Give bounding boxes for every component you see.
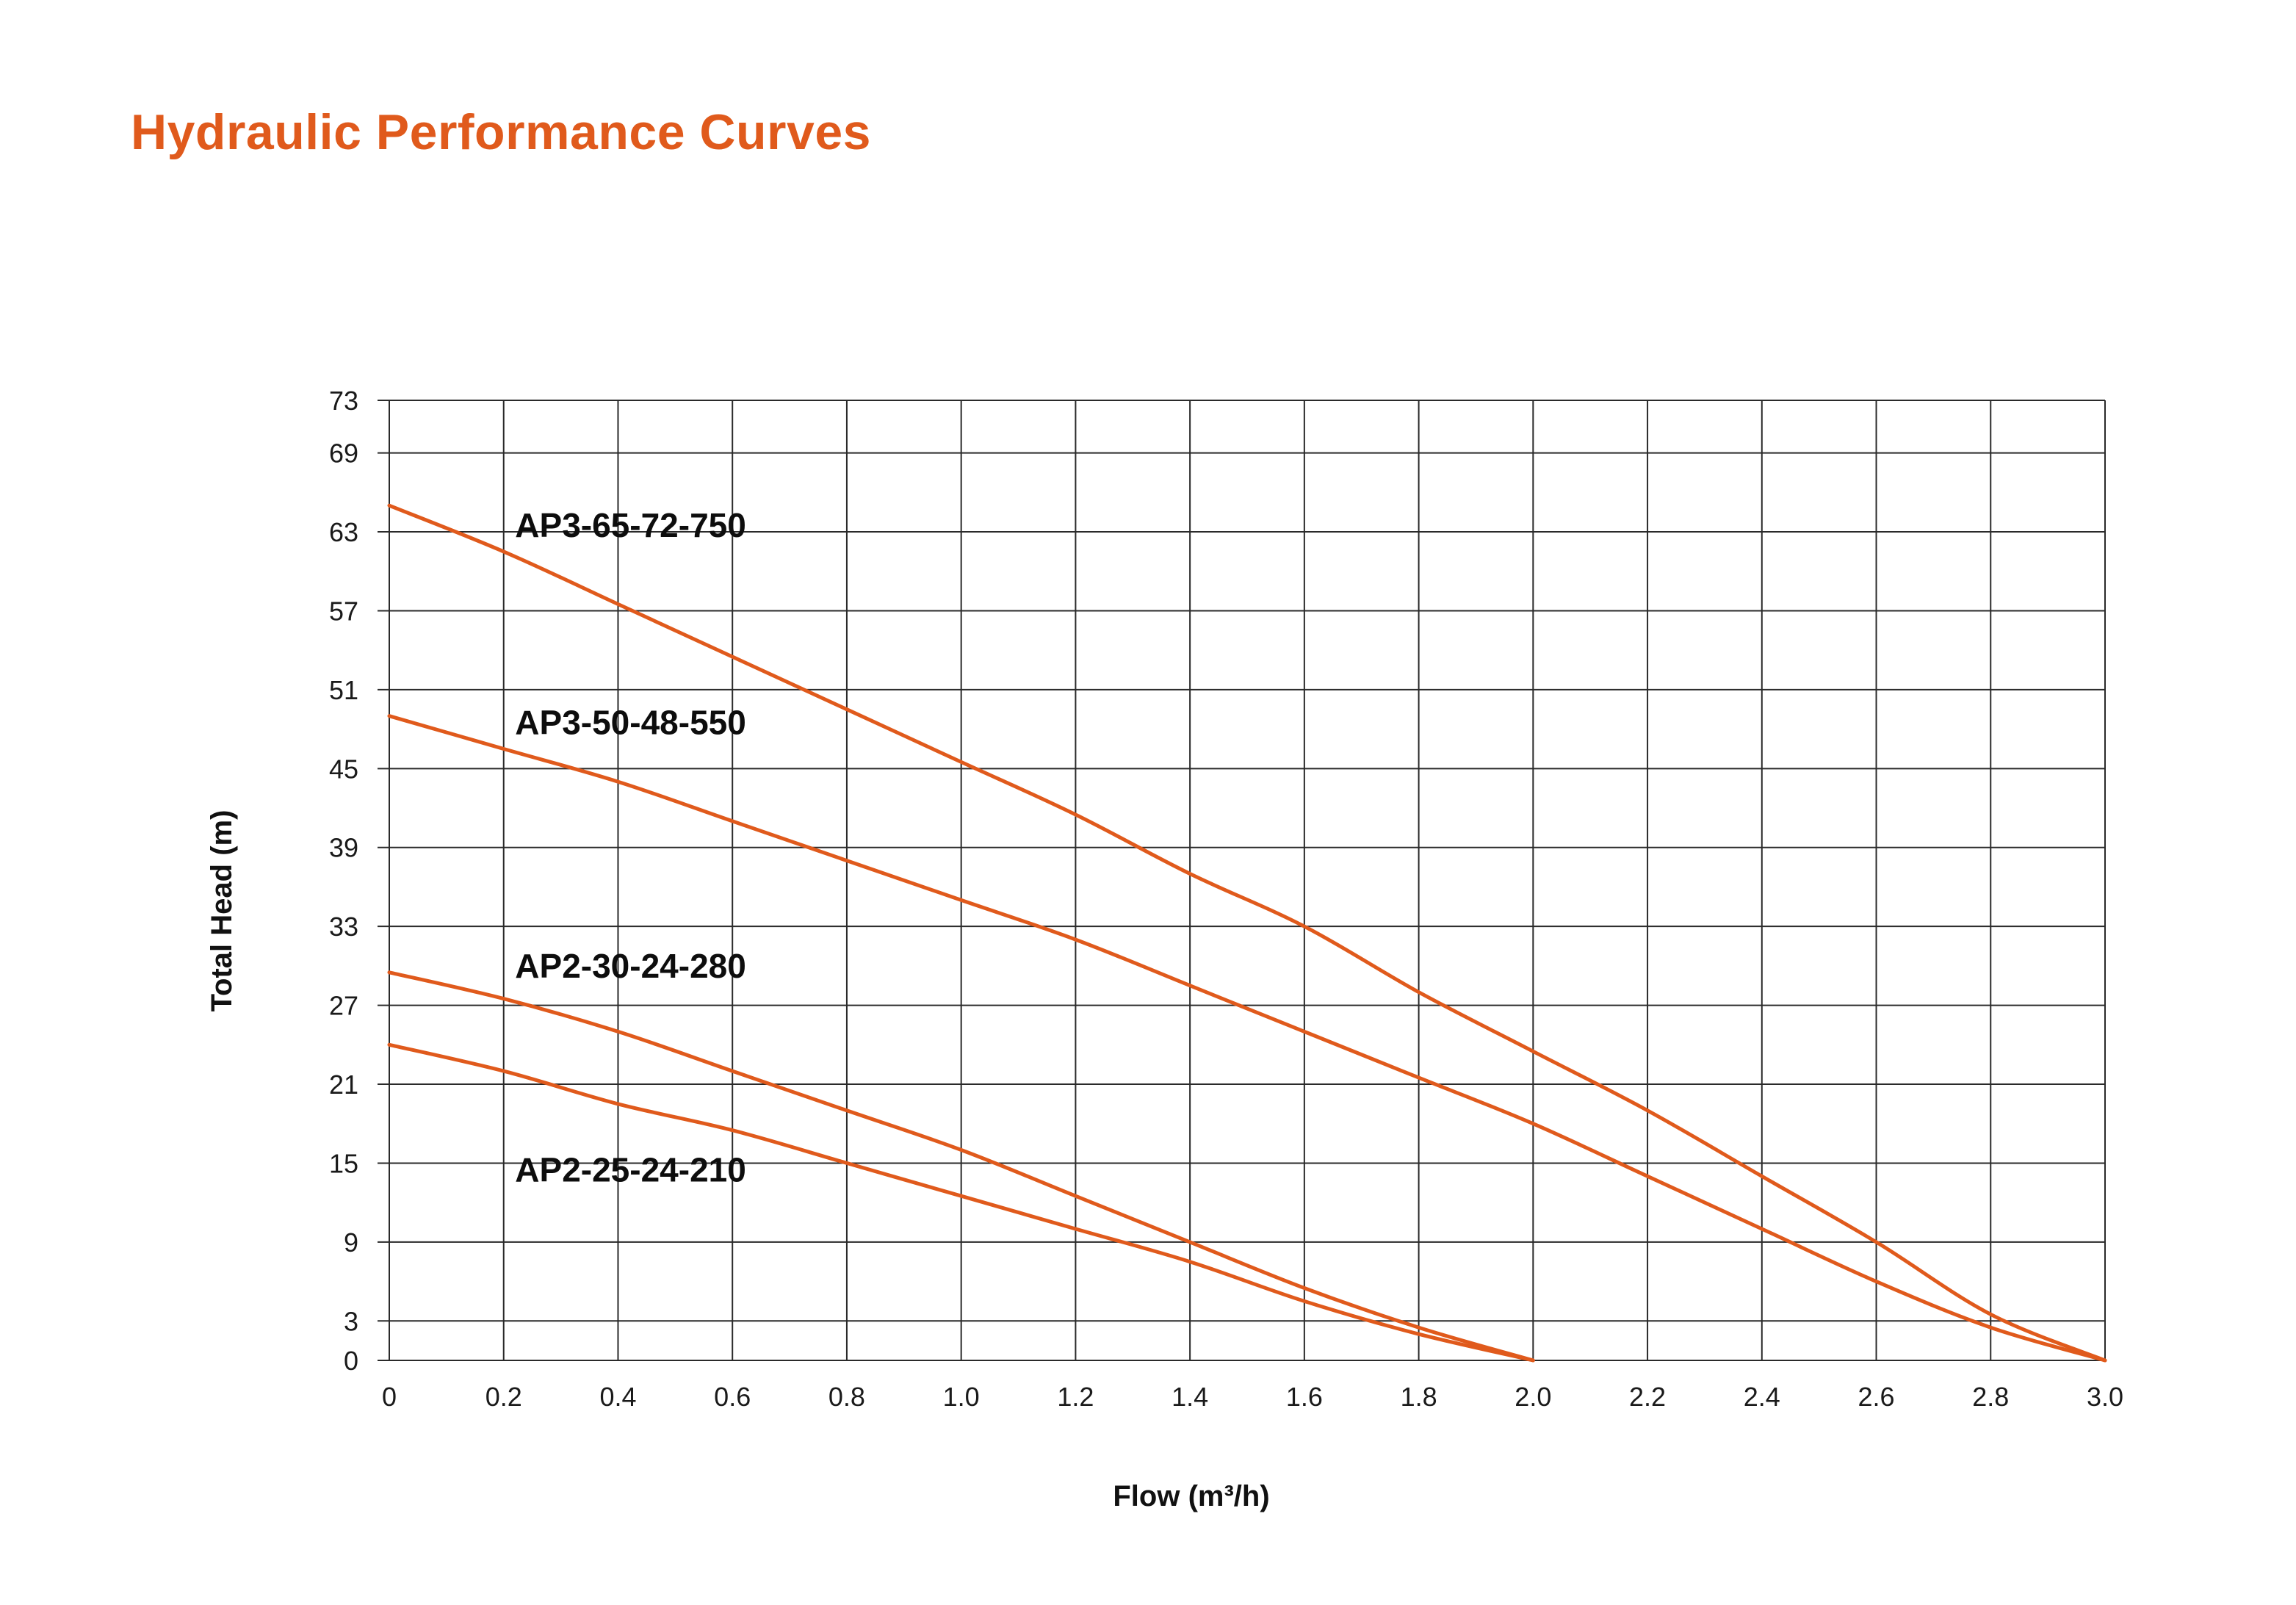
x-tick-label: 1.6	[1286, 1382, 1323, 1412]
y-tick-label: 27	[329, 991, 358, 1021]
grid	[378, 400, 2106, 1361]
curve-label-ap3-65-72-750: AP3-65-72-750	[515, 506, 746, 544]
curve-labels: AP3-65-72-750 AP3-50-48-550 AP2-30-24-280 A…	[515, 506, 746, 1189]
y-tick-label: 3	[344, 1306, 358, 1336]
y-tick-label: 63	[329, 517, 358, 547]
y-tick-label: 39	[329, 833, 358, 863]
x-tick-label: 2.0	[1515, 1382, 1551, 1412]
x-tick-label: 3.0	[2087, 1382, 2123, 1412]
curve-label-ap2-30-24-280: AP2-30-24-280	[515, 947, 746, 985]
page-title: Hydraulic Performance Curves	[131, 104, 871, 160]
y-tick-label: 57	[329, 596, 358, 626]
x-tick-label: 2.6	[1858, 1382, 1895, 1412]
y-tick-label: 33	[329, 912, 358, 942]
curve-label-ap2-25-24-210: AP2-25-24-210	[515, 1150, 746, 1189]
curves	[387, 503, 2107, 1363]
x-tick-label: 1.0	[943, 1382, 980, 1412]
curve-ap2-30-24-280	[387, 970, 1535, 1363]
curve-label-ap3-50-48-550: AP3-50-48-550	[515, 704, 746, 742]
y-tick-label: 51	[329, 675, 358, 705]
x-tick-label: 1.4	[1172, 1382, 1208, 1412]
x-tick-label: 0.4	[599, 1382, 636, 1412]
x-tick-label: 1.8	[1401, 1382, 1437, 1412]
x-tick-label: 2.4	[1744, 1382, 1780, 1412]
curve-ap2-25-24-210	[387, 1042, 1535, 1363]
x-tick-label: 2.8	[1972, 1382, 2009, 1412]
y-tick-label: 15	[329, 1148, 358, 1178]
x-tick-label: 0.6	[714, 1382, 751, 1412]
y-tick-label: 45	[329, 754, 358, 784]
y-tick-label: 9	[344, 1227, 358, 1258]
y-tick-label: 69	[329, 439, 358, 469]
curve-ap3-65-72-750	[387, 503, 2107, 1363]
y-tick-label: 0	[344, 1346, 358, 1376]
x-tick-label: 0.2	[485, 1382, 522, 1412]
curve-ap3-50-48-550	[387, 714, 2107, 1363]
x-tick-label: 0.8	[828, 1382, 865, 1412]
x-axis-title: Flow (m³/h)	[1113, 1480, 1269, 1512]
x-tick-label: 2.2	[1629, 1382, 1666, 1412]
x-axis-ticks: 0 0.2 0.4 0.6 0.8 1.0 1.2 1.4 1.6 1.8 2.0 2.2 2.4 2.6…	[382, 1382, 2123, 1412]
x-tick-label: 1.2	[1057, 1382, 1094, 1412]
y-tick-label: 21	[329, 1070, 358, 1100]
y-tick-label: 73	[329, 386, 358, 416]
x-tick-label: 0	[382, 1382, 397, 1412]
y-axis-title: Total Head (m)	[206, 810, 238, 1012]
